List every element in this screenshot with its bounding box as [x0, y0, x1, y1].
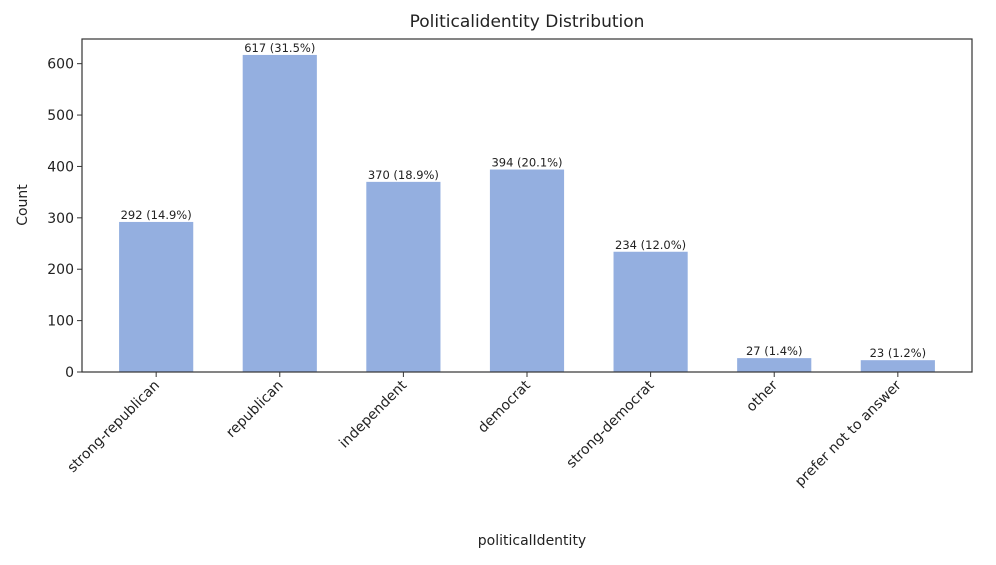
data-label: 234 (12.0%)	[615, 238, 686, 252]
bar	[489, 169, 565, 372]
x-tick-label: prefer not to answer	[792, 377, 905, 490]
x-tick-label: strong-republican	[65, 378, 163, 476]
bar	[860, 360, 935, 372]
data-label: 617 (31.5%)	[244, 41, 315, 55]
data-label: 394 (20.1%)	[491, 156, 562, 170]
y-tick-label: 500	[47, 108, 74, 124]
y-tick-label: 100	[47, 314, 74, 330]
bar	[242, 54, 317, 373]
x-tick-label: other	[743, 377, 781, 415]
chart-title: Politicalidentity Distribution	[410, 12, 645, 32]
y-tick-label: 300	[47, 211, 74, 227]
y-tick-label: 400	[47, 159, 74, 175]
x-axis-label: politicalIdentity	[478, 533, 586, 549]
y-tick-label: 600	[47, 57, 74, 73]
data-label: 292 (14.9%)	[121, 208, 192, 222]
x-tick-label: strong-democrat	[564, 377, 658, 471]
data-label: 27 (1.4%)	[746, 344, 802, 358]
plot-frame	[81, 38, 973, 373]
x-tick-label: republican	[223, 378, 286, 441]
y-tick-label: 0	[65, 365, 74, 381]
bar	[737, 358, 812, 372]
bar	[613, 251, 688, 372]
x-tick-label: independent	[336, 377, 410, 451]
data-label: 370 (18.9%)	[368, 168, 439, 182]
bar	[119, 221, 194, 372]
bar	[366, 181, 441, 372]
data-label: 23 (1.2%)	[870, 346, 926, 360]
y-tick-label: 200	[47, 262, 74, 278]
y-axis-label: Count	[15, 184, 31, 226]
x-tick-label: democrat	[475, 377, 534, 436]
